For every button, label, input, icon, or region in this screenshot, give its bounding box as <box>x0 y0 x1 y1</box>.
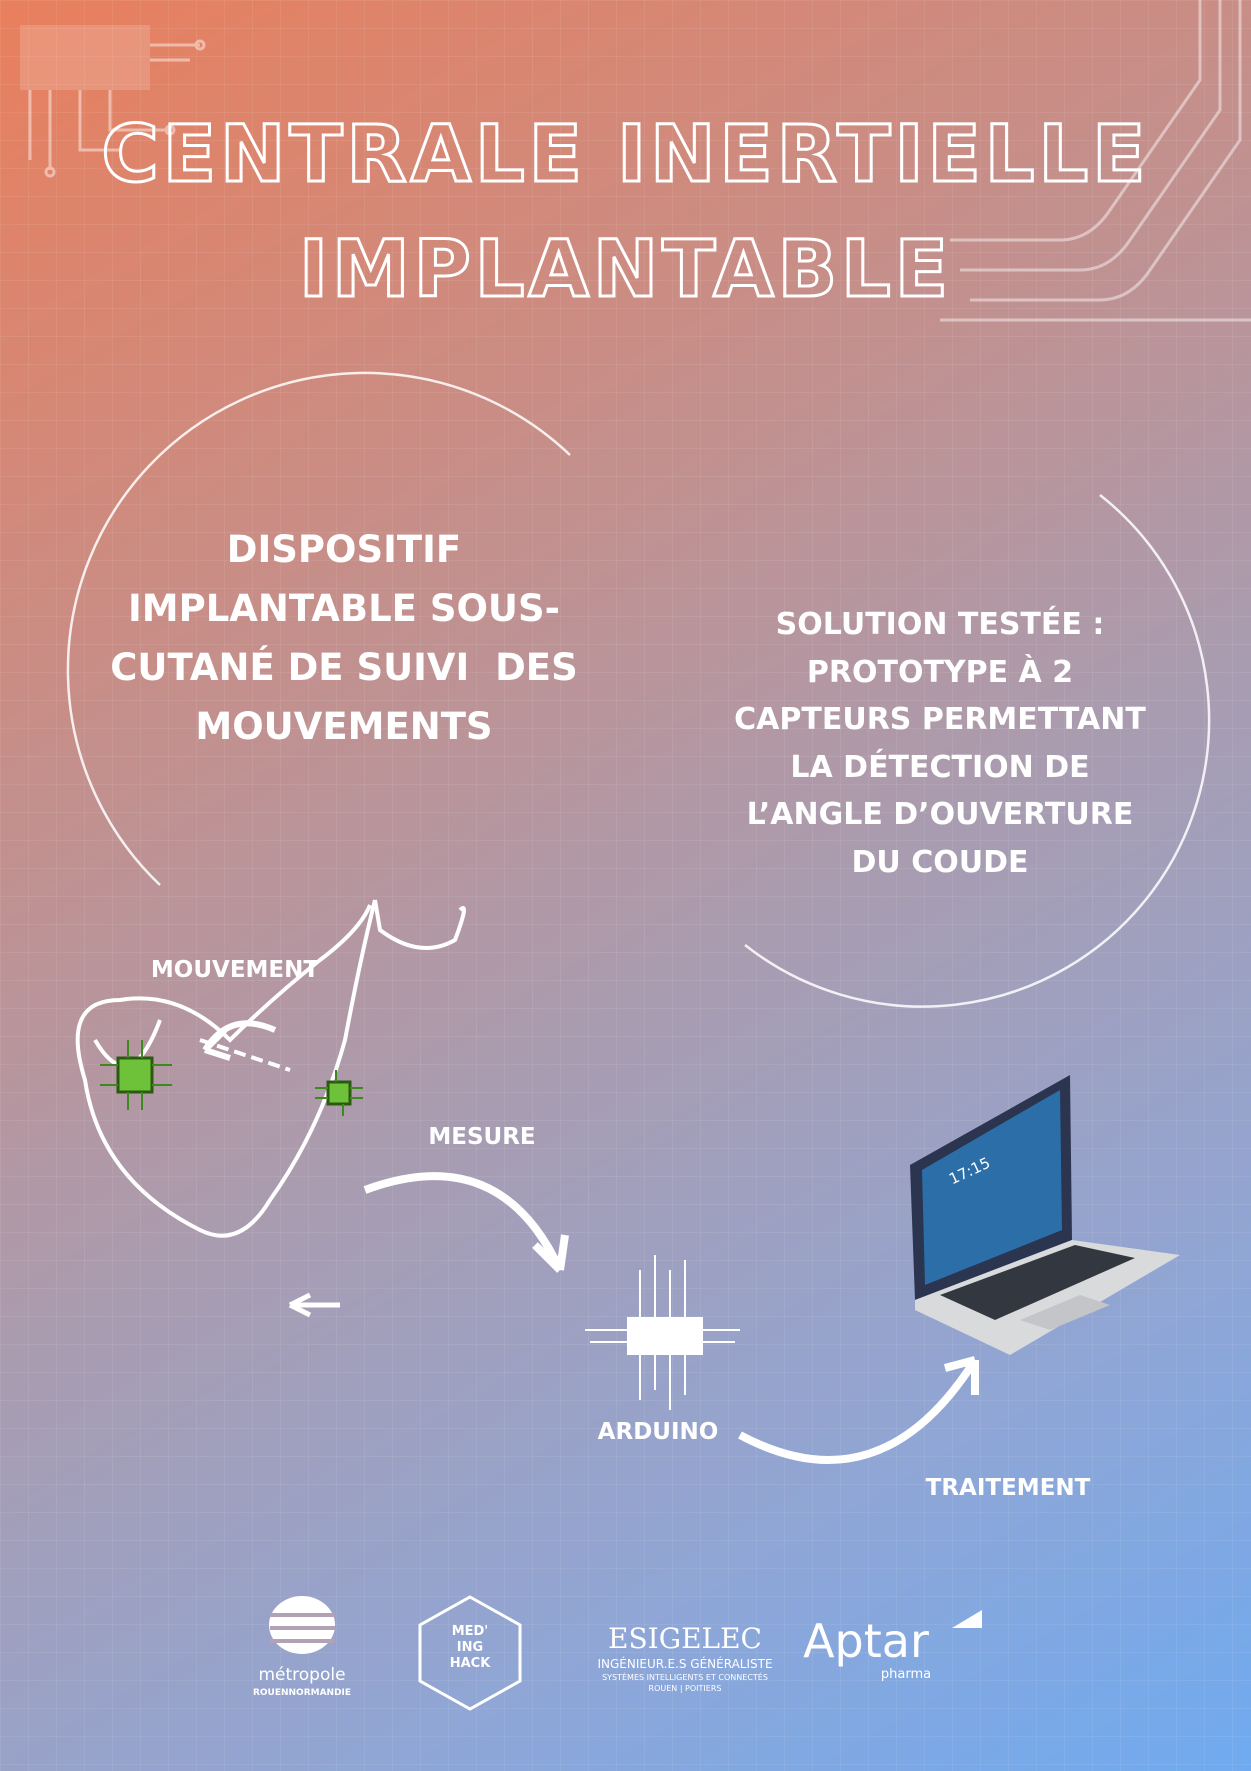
arrow-movement <box>202 1020 277 1061</box>
bubble-line: L’ANGLE D’OUVERTURE <box>746 797 1134 832</box>
sensor-chips <box>100 1040 363 1116</box>
right-bubble-arc <box>744 494 1211 1008</box>
laptop <box>910 1075 1180 1355</box>
bubble-line: PROTOTYPE À 2 <box>806 654 1074 690</box>
bubble-line: CAPTEURS PERMETTANT <box>734 702 1146 737</box>
label-arduino: ARDUINO <box>597 1419 719 1445</box>
bubble-line: SOLUTION TESTÉE : <box>775 607 1105 642</box>
bubble-line: MOUVEMENTS <box>195 705 493 748</box>
title-line: CENTRALE INERTIELLE <box>100 109 1150 202</box>
logo-text: MED' <box>451 1624 489 1639</box>
bubble-line: CUTANÉ DE SUIVI DES <box>110 646 578 689</box>
bubble-line: IMPLANTABLE SOUS- <box>128 587 560 630</box>
circuit-top-left <box>20 25 206 178</box>
title-line: IMPLANTABLE <box>297 224 953 317</box>
logo-text: SYSTÈMES INTELLIGENTS ET CONNECTÉS <box>602 1673 768 1682</box>
arrow-measure <box>363 1172 569 1273</box>
logo-text: métropole <box>258 1665 346 1685</box>
label-processing: TRAITEMENT <box>925 1475 1091 1501</box>
left-bubble-arc <box>66 371 571 886</box>
logo-text: ROUENNORMANDIE <box>252 1688 352 1698</box>
logo-text: ROUEN | POITIERS <box>648 1684 722 1693</box>
label-measure: MESURE <box>428 1124 536 1150</box>
arrow-processing <box>738 1356 979 1464</box>
arrow-return <box>288 1292 340 1318</box>
bubble-line: DU COUDE <box>851 844 1029 880</box>
label-movement: MOUVEMENT <box>150 957 320 983</box>
logo-text: HACK <box>449 1656 491 1671</box>
circuit-top-right <box>940 0 1251 322</box>
arduino-icon <box>585 1255 740 1410</box>
logo-text: INGÉNIEUR.E.S GÉNÉRALISTE <box>597 1657 773 1671</box>
logo-text: ING <box>456 1640 484 1655</box>
logo-text: ESIGELEC <box>608 1622 762 1655</box>
logo-text: Aptar <box>803 1614 929 1668</box>
bubble-line: DISPOSITIF <box>226 528 462 571</box>
logo-text: pharma <box>880 1667 932 1682</box>
bubble-line: LA DÉTECTION DE <box>790 749 1090 785</box>
